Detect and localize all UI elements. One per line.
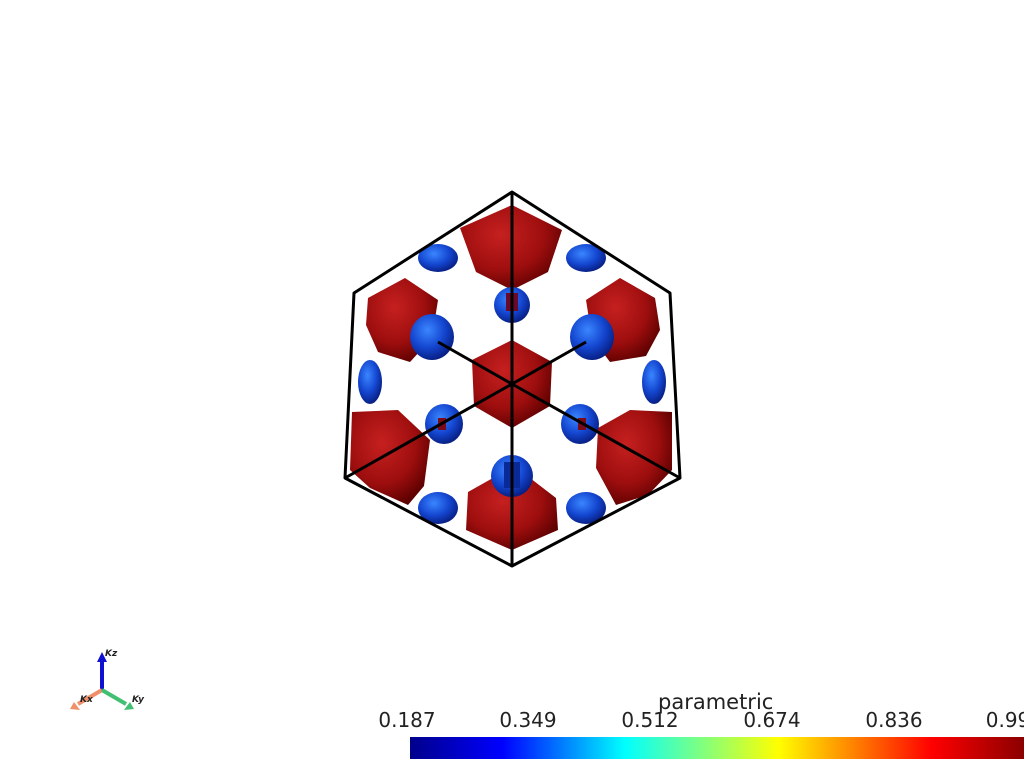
colorbar-tick-label: 0.674: [743, 708, 801, 732]
blue-pocket: [410, 314, 454, 360]
colorbar-tick-label: 0.349: [499, 708, 557, 732]
axis-label-kx: Kx: [80, 695, 94, 705]
blue-pocket: [418, 244, 458, 272]
box-edge: [511, 340, 587, 386]
axis-label-kz: Kz: [105, 649, 118, 659]
colorbar-tick-label: 0.512: [621, 708, 679, 732]
red-pocket-lower-left: [350, 410, 430, 505]
blue-pocket: [642, 360, 666, 404]
colorbar-tick-label: 0.187: [378, 708, 436, 732]
blue-pocket: [358, 360, 382, 404]
box-edge: [437, 340, 513, 386]
blue-pocket: [570, 314, 614, 360]
red-pocket-lower-right: [596, 410, 672, 505]
box-edge: [511, 382, 681, 480]
colorbar-gradient: [410, 737, 1024, 759]
blue-pocket: [566, 244, 606, 272]
box-edge: [344, 382, 513, 480]
blue-pocket: [566, 492, 606, 524]
axis-label-ky: Ky: [132, 695, 145, 705]
colorbar-tick-label: 0.836: [865, 708, 923, 732]
blue-pocket: [418, 492, 458, 524]
brillouin-zone-box: [343, 190, 682, 568]
blue-fermi-pockets: [358, 244, 666, 524]
colorbar-tick-label: 0.99: [985, 708, 1024, 732]
colorbar-title: parametric: [658, 690, 774, 714]
colorbar-ticks: 0.187 0.349 0.512 0.674 0.836 0.99: [0, 710, 1024, 736]
orientation-axes[interactable]: Kz Kx Ky: [70, 649, 145, 710]
